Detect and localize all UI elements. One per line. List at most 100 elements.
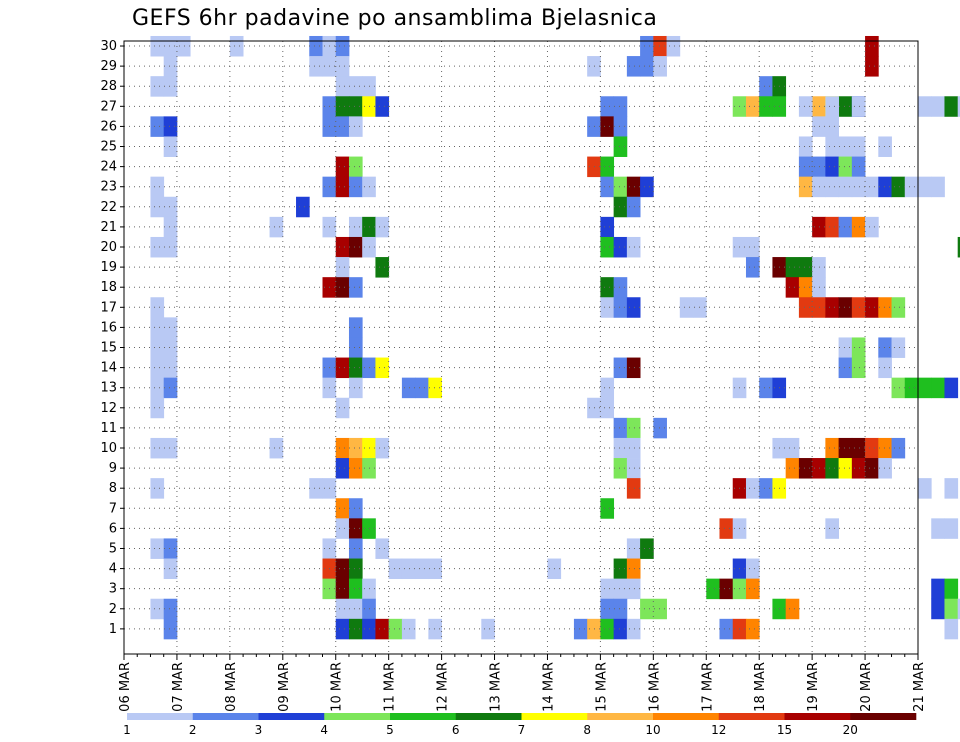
heatmap-cell bbox=[798, 297, 813, 318]
heatmap-cell bbox=[812, 156, 826, 178]
heatmap-cell bbox=[891, 337, 906, 358]
heatmap-cell bbox=[904, 176, 919, 198]
colorbar-label: 12 bbox=[711, 723, 726, 737]
x-tick-label: 19 MAR bbox=[806, 662, 821, 712]
heatmap-cell bbox=[626, 236, 641, 258]
heatmap-cell bbox=[798, 458, 813, 479]
heatmap-cell bbox=[613, 96, 628, 117]
heatmap-cell bbox=[428, 558, 442, 580]
x-tick-label: 21 MAR bbox=[912, 662, 927, 712]
heatmap-cell bbox=[163, 136, 178, 157]
y-tick-label: 27 bbox=[100, 99, 117, 114]
heatmap-cell bbox=[653, 56, 667, 77]
y-tick-label: 9 bbox=[109, 461, 117, 476]
heatmap-cell bbox=[573, 618, 588, 640]
heatmap-cell bbox=[640, 538, 654, 559]
y-axis: 1234567891011121314151617181920212223242… bbox=[100, 39, 124, 637]
heatmap-cell bbox=[759, 76, 773, 97]
heatmap-cell bbox=[613, 578, 628, 600]
heatmap-cell bbox=[865, 297, 879, 318]
y-tick-label: 5 bbox=[109, 541, 117, 556]
heatmap-cell bbox=[865, 458, 879, 479]
heatmap-cell bbox=[626, 357, 641, 379]
heatmap-cell bbox=[812, 176, 826, 198]
heatmap-cell bbox=[613, 196, 628, 218]
heatmap-cell bbox=[613, 558, 628, 580]
heatmap-cell bbox=[163, 56, 178, 77]
heatmap-cell bbox=[163, 377, 178, 399]
heatmap-cell bbox=[745, 618, 760, 640]
heatmap-cell bbox=[150, 76, 165, 97]
heatmap-cell bbox=[335, 96, 350, 117]
heatmap-cell bbox=[348, 116, 363, 137]
heatmap-cell bbox=[851, 136, 866, 157]
heatmap-cell bbox=[348, 377, 363, 399]
chart-title: GEFS 6hr padavine po ansamblima Bjelasni… bbox=[132, 6, 658, 31]
heatmap-cell bbox=[163, 216, 178, 238]
heatmap-cell bbox=[745, 578, 760, 600]
heatmap-cell bbox=[851, 337, 866, 358]
heatmap-cell bbox=[296, 196, 310, 218]
heatmap-cell bbox=[335, 176, 350, 198]
heatmap-cell bbox=[719, 518, 734, 539]
heatmap-cell bbox=[348, 317, 363, 338]
heatmap-cell bbox=[335, 35, 350, 57]
heatmap-cell bbox=[957, 236, 960, 258]
heatmap-cell bbox=[176, 35, 191, 57]
y-tick-label: 6 bbox=[109, 521, 117, 536]
heatmap-cell bbox=[335, 156, 350, 178]
heatmap-cell bbox=[878, 176, 892, 198]
heatmap-cell bbox=[428, 618, 442, 640]
heatmap-cell bbox=[600, 297, 615, 318]
colorbar-label: 6 bbox=[452, 723, 460, 737]
heatmap-cell bbox=[309, 56, 323, 77]
x-tick-label: 06 MAR bbox=[118, 662, 133, 712]
heatmap-cell bbox=[150, 196, 165, 218]
heatmap-cell bbox=[838, 96, 853, 117]
y-tick-label: 3 bbox=[109, 582, 117, 597]
heatmap-cell bbox=[163, 598, 178, 620]
heatmap-cell bbox=[587, 116, 601, 137]
heatmap-cell bbox=[613, 136, 628, 157]
heatmap-cell bbox=[150, 116, 165, 137]
heatmap-cell bbox=[931, 578, 945, 600]
heatmap-cell bbox=[613, 176, 628, 198]
heatmap-cell bbox=[348, 76, 363, 97]
heatmap-cell bbox=[348, 558, 363, 580]
heatmap-cell bbox=[163, 76, 178, 97]
heatmap-cell bbox=[918, 377, 932, 399]
heatmap-cell bbox=[401, 377, 416, 399]
heatmap-cell bbox=[838, 297, 853, 318]
heatmap-cell bbox=[825, 297, 839, 318]
heatmap-cell bbox=[150, 35, 165, 57]
heatmap-cell bbox=[335, 257, 350, 278]
heatmap-cell bbox=[600, 397, 615, 419]
heatmap-cell bbox=[931, 377, 945, 399]
heatmap-cell bbox=[348, 518, 363, 539]
heatmap-cell bbox=[798, 156, 813, 178]
plot-frame bbox=[123, 40, 919, 655]
y-tick-label: 26 bbox=[100, 119, 117, 134]
y-tick-label: 14 bbox=[100, 361, 117, 376]
heatmap-cell bbox=[348, 96, 363, 117]
heatmap-cell bbox=[600, 156, 615, 178]
heatmap-cell bbox=[626, 558, 641, 580]
heatmap-cell bbox=[745, 96, 760, 117]
heatmap-cell bbox=[812, 297, 826, 318]
heatmap-cell bbox=[150, 538, 165, 559]
colorbar-label: 10 bbox=[645, 723, 660, 737]
heatmap-cell bbox=[706, 578, 720, 600]
heatmap-cell bbox=[150, 236, 165, 258]
colorbar-swatch bbox=[850, 713, 917, 720]
x-axis: 06 MAR 07 MAR 08 MAR 09 MAR 10 MAR 11 MAR 12 M… bbox=[118, 654, 927, 712]
heatmap-cell bbox=[335, 357, 350, 379]
heatmap-cell bbox=[587, 618, 601, 640]
x-tick-label: 08 MAR bbox=[224, 662, 239, 712]
heatmap-cell bbox=[348, 578, 363, 600]
heatmap-cell bbox=[335, 458, 350, 479]
heatmap-cell bbox=[851, 437, 866, 459]
heatmap-cell bbox=[944, 518, 959, 539]
y-tick-label: 23 bbox=[100, 180, 117, 195]
heatmap-cell bbox=[150, 397, 165, 419]
heatmap-cell bbox=[600, 216, 615, 238]
